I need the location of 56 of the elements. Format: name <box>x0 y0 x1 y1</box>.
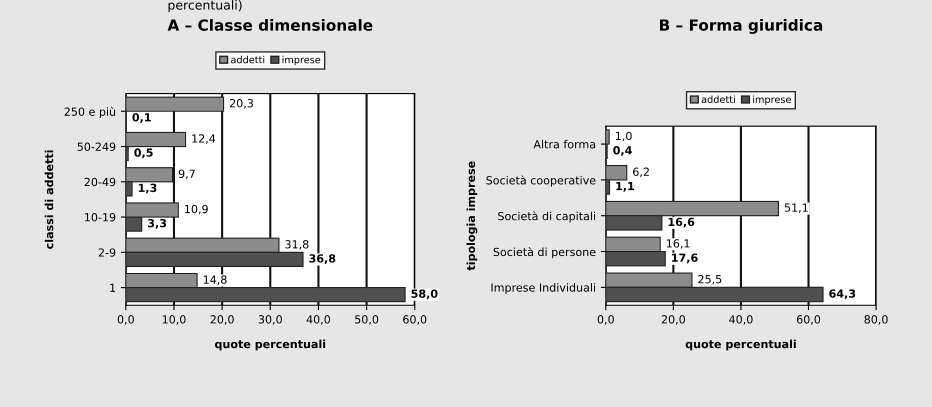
y-tick-label: 250 e più <box>64 106 116 118</box>
data-label: 0,1 <box>132 113 151 123</box>
y-axis-title: classi di addetti <box>44 150 54 249</box>
data-label: 20,3 <box>230 99 253 109</box>
legend-label: addetti <box>231 56 264 64</box>
data-label: 9,7 <box>178 170 195 180</box>
data-label: 16,1 <box>666 239 690 249</box>
data-label: 1,0 <box>616 132 632 142</box>
chart-title: A – Classe dimensionale <box>168 19 372 31</box>
data-label: 25,5 <box>698 275 722 285</box>
legend-label: imprese <box>282 56 320 66</box>
x-tick-label: 10,0 <box>162 315 186 325</box>
x-tick-label: 50,0 <box>355 315 378 325</box>
y-tick-label: Altra forma <box>534 140 596 148</box>
data-label: 64,3 <box>829 289 856 300</box>
data-label: 16,6 <box>668 218 694 228</box>
y-axis-title: tipologia imprese <box>466 161 478 270</box>
y-tick-label: Società di capitali <box>498 211 596 222</box>
data-label: 3,3 <box>148 218 166 229</box>
x-tick-label: 40,0 <box>306 315 330 325</box>
x-tick-label: 20,0 <box>210 315 234 325</box>
legend-label: imprese <box>753 96 791 105</box>
x-tick-label: 30,0 <box>258 315 282 325</box>
data-label: 31,8 <box>285 240 308 250</box>
x-axis-title: quote percentuali <box>215 340 326 350</box>
x-tick-label: 20,0 <box>662 315 685 325</box>
data-label: 14,8 <box>204 275 227 285</box>
y-tick-label: Imprese Individuali <box>492 283 596 294</box>
x-tick-label: 60,0 <box>403 315 426 325</box>
data-label: 17,6 <box>672 254 698 264</box>
y-tick-label: 50-249 <box>78 142 116 151</box>
text: percentuali) <box>168 0 242 12</box>
y-tick-label: Società di persone <box>494 247 596 258</box>
data-label: 36,8 <box>309 254 336 264</box>
y-tick-label: 2-9 <box>98 248 116 257</box>
data-label: 1,1 <box>616 182 634 192</box>
data-label: 10,9 <box>185 204 208 214</box>
data-label: 0,5 <box>134 148 153 158</box>
x-tick-label: 0,0 <box>118 315 134 325</box>
x-tick-label: 40,0 <box>729 315 753 325</box>
y-tick-label: 1 <box>110 284 116 292</box>
y-tick-label: 20-49 <box>84 178 116 186</box>
x-tick-label: 0,0 <box>598 315 614 325</box>
legend-label: addetti <box>702 96 735 104</box>
data-label: 0,4 <box>613 146 632 156</box>
y-tick-label: Società cooperative <box>486 175 596 187</box>
x-axis-title: quote percentuali <box>686 340 796 350</box>
data-label: 12,4 <box>192 134 216 144</box>
y-tick-label: 10-19 <box>85 213 116 222</box>
data-label: 51,1 <box>784 204 808 213</box>
x-tick-label: 60,0 <box>796 315 820 325</box>
chart-title: B – Forma giuridica <box>660 19 822 34</box>
x-tick-label: 80,0 <box>864 315 888 325</box>
data-label: 6,2 <box>633 168 649 178</box>
data-label: 1,3 <box>138 184 156 194</box>
data-label: 58,0 <box>412 289 438 300</box>
